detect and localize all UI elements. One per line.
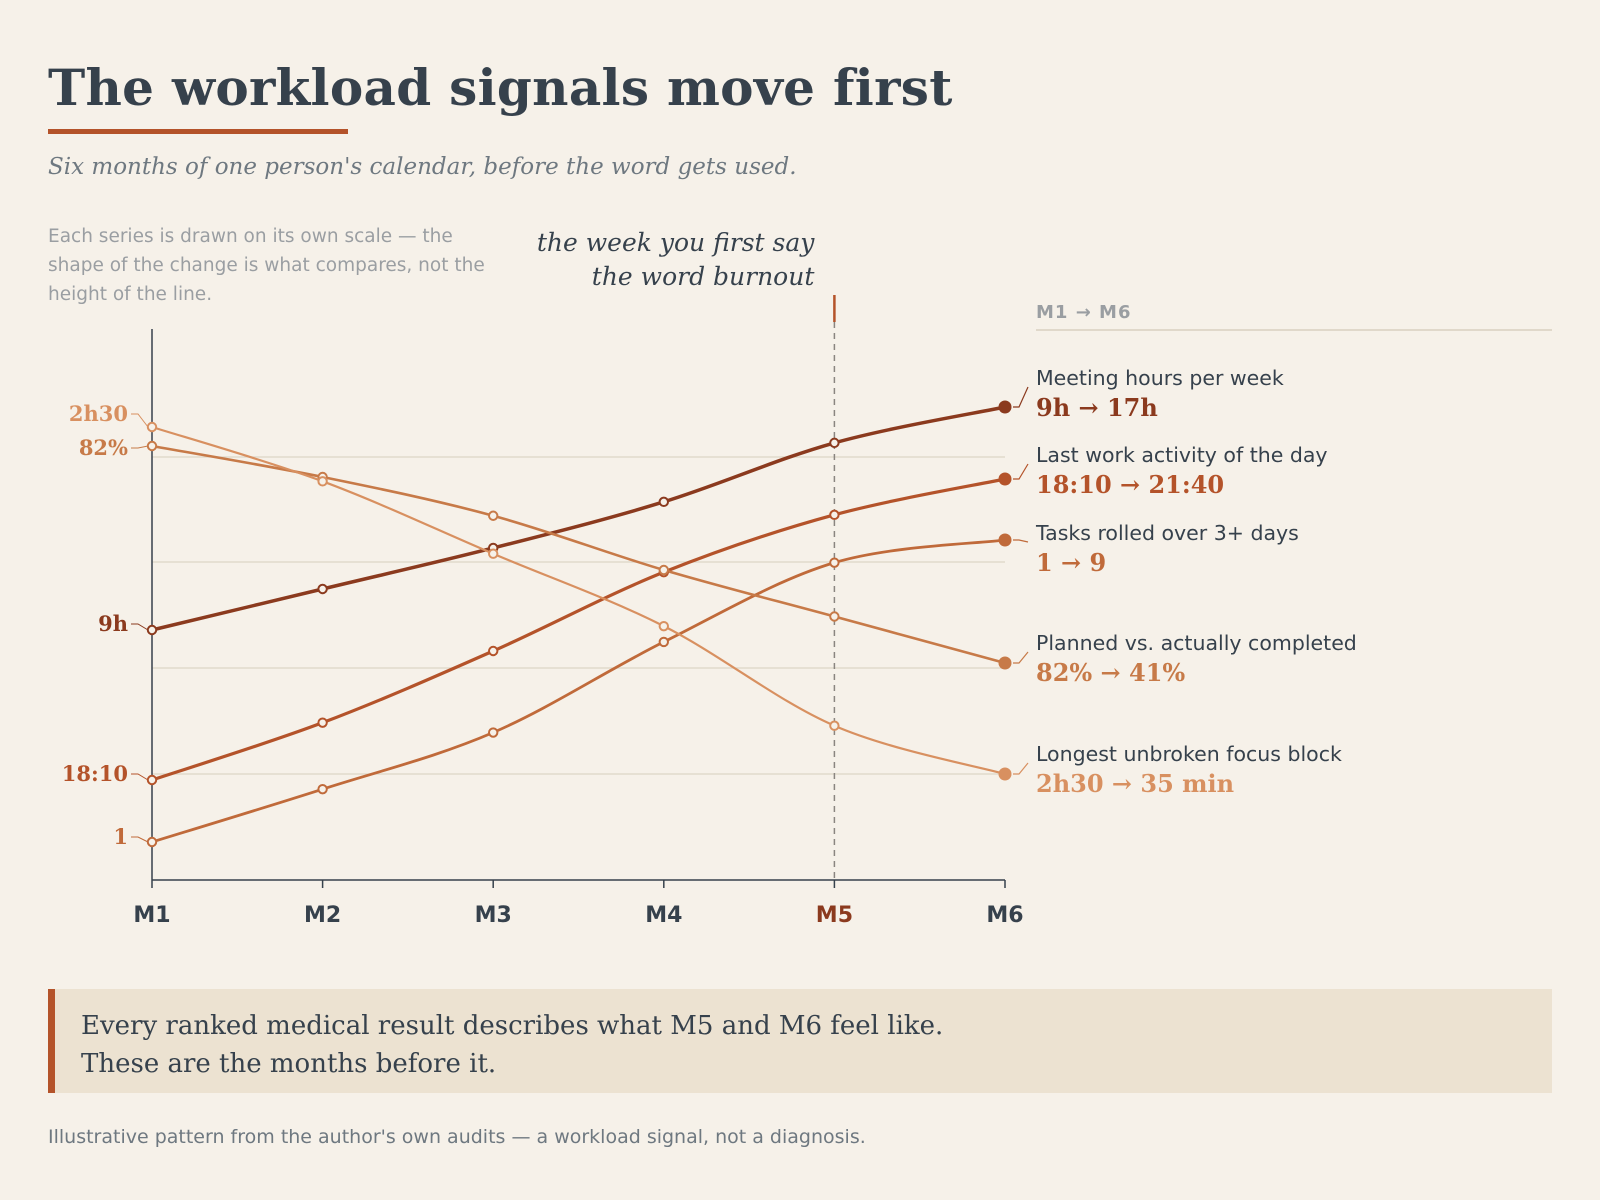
series-point	[829, 509, 840, 521]
start-value-label: 9h	[98, 611, 128, 636]
x-tick-label: M6	[986, 903, 1023, 928]
legend-series-name: Last work activity of the day	[1036, 443, 1328, 467]
series-line	[150, 538, 1007, 844]
legend-series-summary: 1 → 9	[1036, 548, 1106, 577]
callout-text: Every ranked medical result describes wh…	[81, 1007, 943, 1083]
series-point	[488, 548, 499, 559]
series-point	[658, 564, 669, 576]
series-line	[150, 477, 1007, 782]
start-value-label: 82%	[79, 435, 128, 460]
gridlines	[152, 456, 1005, 775]
legend-leader	[1013, 539, 1029, 543]
x-tick-label: M1	[133, 903, 170, 928]
series-points	[146, 400, 1012, 848]
chart-title: The workload signals move first	[48, 58, 953, 117]
series-point	[146, 624, 158, 636]
line-chart: the week you first say the word burnout 9…	[62, 228, 1552, 928]
series-end-point	[998, 767, 1012, 781]
start-value-leader	[131, 773, 149, 781]
legend-series-name: Planned vs. actually completed	[1036, 631, 1357, 655]
callout-line-2: These are the months before it.	[81, 1049, 497, 1079]
series-point	[658, 496, 669, 508]
series-point	[146, 774, 158, 786]
footnote: Illustrative pattern from the author's o…	[48, 1126, 866, 1148]
series-legend: M1 → M6 Meeting hours per week 9h → 17h Las…	[1013, 302, 1552, 798]
title-underline	[48, 129, 348, 134]
series-end-point	[998, 400, 1012, 414]
series-point	[658, 636, 669, 648]
annotation-text-line-2: the word burnout	[592, 262, 816, 291]
axes	[151, 329, 1006, 888]
series-point	[488, 727, 499, 738]
series-point	[829, 557, 840, 568]
start-value-leader	[131, 623, 149, 631]
legend-leader	[1013, 651, 1029, 664]
legend-series-summary: 9h → 17h	[1036, 393, 1158, 422]
legend-series-name: Meeting hours per week	[1036, 366, 1284, 390]
legend-leader	[1013, 762, 1029, 775]
start-value-leader	[131, 445, 149, 449]
series-line	[150, 425, 1007, 776]
series-point	[317, 717, 328, 728]
x-tick-label: M2	[304, 903, 341, 928]
series-point	[146, 421, 158, 433]
series-point	[829, 437, 840, 449]
scale-note: Each series is drawn on its own scale — …	[48, 226, 485, 305]
legend-series-summary: 82% → 41%	[1036, 658, 1185, 687]
series-point	[829, 720, 840, 731]
start-value-label: 1	[113, 824, 128, 849]
series-point	[317, 476, 328, 487]
series-point	[146, 440, 158, 452]
start-value-label: 18:10	[62, 761, 128, 786]
callout-box: Every ranked medical result describes wh…	[48, 989, 1552, 1093]
legend-series-name: Longest unbroken focus block	[1036, 742, 1342, 766]
start-value-label: 2h30	[69, 401, 128, 426]
series-lines	[150, 405, 1007, 844]
callout-line-1: Every ranked medical result describes wh…	[81, 1011, 944, 1041]
series-end-point	[998, 656, 1012, 670]
x-tick-labels: M1 M2 M3 M4 M5 M6	[133, 903, 1023, 928]
legend-series-summary: 2h30 → 35 min	[1036, 769, 1234, 798]
series-line	[150, 405, 1007, 632]
series-point	[658, 620, 669, 632]
series-point	[146, 836, 158, 848]
x-tick-label: M5	[816, 903, 853, 928]
series-point	[829, 611, 840, 622]
chart-subtitle: Six months of one person's calendar, bef…	[48, 154, 797, 180]
legend-series-summary: 18:10 → 21:40	[1036, 470, 1224, 499]
legend-header: M1 → M6	[1036, 302, 1132, 323]
series-point	[317, 583, 328, 595]
annotation-text-line-1: the week you first say	[537, 228, 815, 257]
series-point	[317, 783, 328, 795]
series-end-point	[998, 533, 1012, 547]
x-tick-label: M4	[645, 903, 682, 928]
legend-leader	[1013, 463, 1029, 480]
start-value-leader	[131, 413, 149, 428]
legend-series-name: Tasks rolled over 3+ days	[1035, 521, 1299, 545]
series-point	[488, 510, 499, 521]
series-end-point	[998, 472, 1012, 486]
x-tick-label: M3	[475, 903, 512, 928]
start-value-labels: 9h 18:10 1 82% 2h30	[62, 401, 149, 849]
series-point	[488, 645, 499, 657]
start-value-leader	[131, 836, 149, 843]
legend-leader	[1013, 386, 1029, 408]
burnout-annotation: the week you first say the word burnout	[537, 228, 836, 880]
